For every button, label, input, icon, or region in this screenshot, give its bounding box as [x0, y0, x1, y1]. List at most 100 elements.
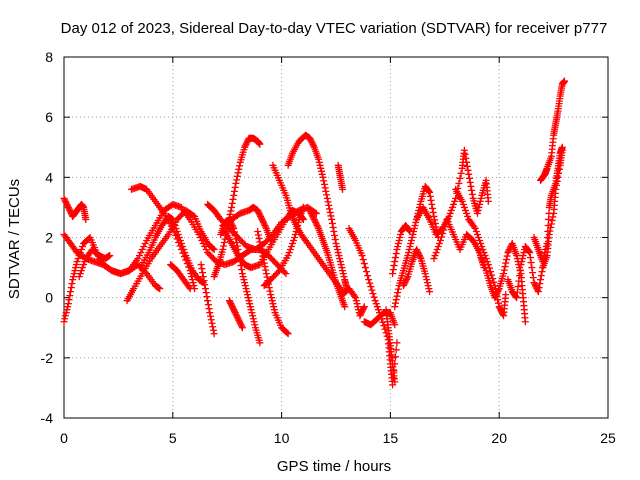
data-point	[527, 259, 535, 267]
data-point	[391, 353, 399, 361]
data-point	[312, 220, 320, 228]
series-arc-35	[537, 77, 568, 184]
data-point	[381, 325, 389, 333]
data-point	[476, 197, 484, 205]
data-point	[61, 315, 69, 323]
data-point	[325, 205, 333, 213]
data-point	[492, 292, 500, 300]
data-point	[257, 214, 265, 222]
data-point	[77, 267, 85, 275]
series-arc-28	[399, 246, 434, 296]
data-point	[256, 211, 264, 219]
data-point	[228, 301, 236, 309]
data-point	[310, 142, 318, 150]
data-point	[464, 166, 472, 174]
data-point	[308, 139, 316, 147]
data-point	[250, 318, 258, 326]
data-point	[462, 154, 470, 162]
data-point	[227, 207, 235, 215]
data-point	[501, 263, 509, 271]
data-point	[260, 220, 268, 228]
data-point	[495, 303, 503, 311]
data-point	[536, 280, 544, 288]
data-point	[393, 292, 401, 300]
data-point	[199, 273, 207, 281]
data-point	[330, 227, 338, 235]
data-point	[311, 217, 319, 225]
data-point	[226, 298, 234, 306]
data-point	[374, 306, 382, 314]
data-point	[513, 288, 521, 296]
data-point	[317, 164, 325, 172]
data-point	[310, 215, 318, 223]
data-point	[463, 158, 471, 166]
data-point	[324, 198, 332, 206]
data-point	[60, 194, 68, 202]
data-point	[254, 208, 262, 216]
data-point	[259, 256, 267, 264]
data-point	[267, 294, 275, 302]
data-point	[455, 179, 463, 187]
data-point	[403, 274, 411, 282]
data-point	[380, 322, 388, 330]
data-point	[209, 326, 217, 334]
data-point	[69, 276, 77, 284]
data-point	[552, 185, 560, 193]
data-point	[207, 312, 215, 320]
data-point	[512, 293, 520, 301]
data-point	[254, 231, 262, 239]
data-point	[225, 297, 233, 305]
data-point	[554, 173, 562, 181]
data-point	[537, 272, 545, 280]
data-point	[257, 242, 265, 250]
data-point	[333, 243, 341, 251]
data-point	[315, 158, 323, 166]
data-point	[236, 318, 244, 326]
data-point	[464, 212, 472, 220]
data-point	[209, 245, 217, 253]
data-point	[415, 250, 423, 258]
data-point	[513, 252, 521, 260]
data-point	[186, 285, 194, 293]
data-point	[395, 237, 403, 245]
series-arc-4	[75, 246, 114, 281]
data-point	[61, 197, 69, 205]
data-point	[394, 285, 402, 293]
data-point	[308, 211, 316, 219]
data-point	[461, 206, 469, 214]
data-point	[80, 261, 88, 269]
data-point	[357, 309, 365, 317]
data-point	[257, 245, 265, 253]
data-point	[241, 279, 249, 287]
series-arc-22	[339, 285, 368, 320]
data-point	[219, 246, 227, 254]
data-point	[358, 307, 366, 315]
data-point	[424, 282, 432, 290]
data-point	[427, 196, 435, 204]
data-point	[364, 272, 372, 280]
data-point	[391, 299, 399, 307]
data-point	[246, 303, 254, 311]
data-point	[201, 285, 209, 293]
data-point	[248, 309, 256, 317]
data-point	[255, 235, 263, 243]
data-point	[287, 243, 295, 251]
data-point	[170, 218, 178, 226]
data-point	[426, 288, 434, 296]
data-point	[360, 303, 368, 311]
data-point	[334, 249, 342, 257]
data-point	[401, 279, 409, 287]
data-point	[359, 306, 367, 314]
data-point	[238, 270, 246, 278]
data-point	[180, 246, 188, 254]
data-point	[60, 318, 68, 326]
data-point	[392, 346, 400, 354]
data-point	[261, 221, 269, 229]
series-arc-25	[382, 306, 399, 386]
data-point	[233, 312, 241, 320]
data-point	[205, 305, 213, 313]
data-point	[285, 249, 293, 257]
data-point	[312, 218, 320, 226]
data-point	[258, 249, 266, 257]
data-point	[181, 249, 189, 257]
